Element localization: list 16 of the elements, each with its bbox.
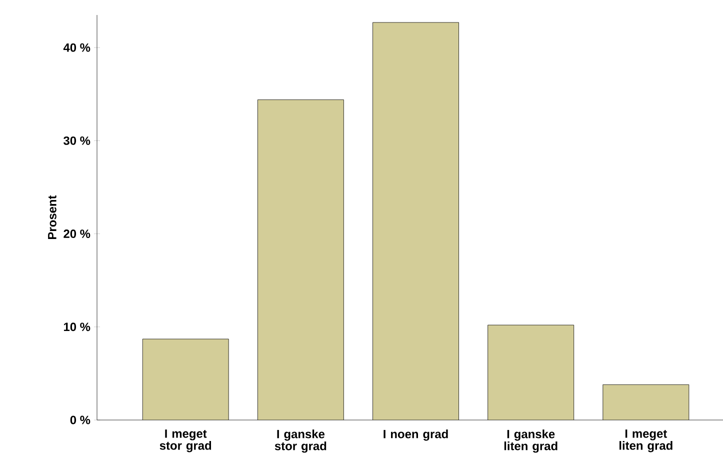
y-tick-label: 40 % <box>63 43 90 52</box>
bar <box>142 339 229 420</box>
x-tick-label: I ganske stor grad <box>274 430 326 453</box>
y-tick-label: 0 % <box>70 416 90 424</box>
bar <box>258 100 344 420</box>
x-tick-label: I meget stor grad <box>160 430 212 452</box>
bar <box>372 22 459 420</box>
x-tick-label: I noen grad <box>384 430 448 441</box>
x-tick-label: I meget liten grad <box>620 430 672 452</box>
y-tick-label: 30 % <box>64 136 90 145</box>
bar <box>602 384 690 420</box>
y-tick-label: 10 % <box>64 322 90 332</box>
bar <box>488 325 574 420</box>
y-axis-title: Prosent <box>48 195 56 239</box>
y-tick-label: 20 % <box>64 230 90 238</box>
x-tick-label: I ganske liten grad <box>504 430 558 453</box>
